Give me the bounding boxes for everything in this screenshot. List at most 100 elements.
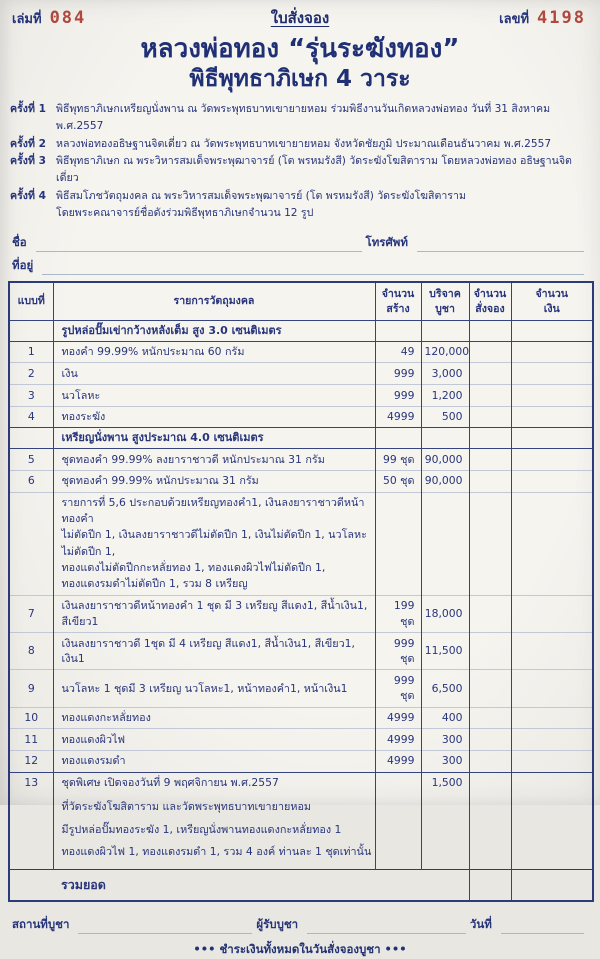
ceremony-text: พิธีพุทธาภิเษก ณ พระวิหารสมเด็จพระพุฒาจา… xyxy=(56,154,572,185)
cell-qty[interactable] xyxy=(468,340,511,363)
ceremony-label: ครั้งที่ 4 xyxy=(10,189,46,202)
cell-qty[interactable] xyxy=(468,427,511,450)
cell-amount[interactable] xyxy=(510,728,593,751)
phone-field[interactable] xyxy=(416,235,584,253)
cell-no xyxy=(9,491,53,596)
cell-desc: ทองแดงรมดำ xyxy=(52,749,375,772)
cell-amount[interactable] xyxy=(510,491,593,596)
cell-amount[interactable] xyxy=(510,632,593,670)
cell-amount[interactable] xyxy=(510,594,593,633)
cell-desc: นวโลหะ 1 ชุดมี 3 เหรียญ นวโลหะ1, หน้าทอง… xyxy=(52,669,375,708)
cell-made: 999 xyxy=(374,384,421,407)
cell-qty[interactable] xyxy=(468,771,511,870)
ceremony-text: หลวงพ่อทองอธิษฐานจิตเดี่ยว ณ วัดพระพุทธบ… xyxy=(56,137,552,150)
cell-desc: ทองระฆัง xyxy=(52,405,375,428)
address-label: ที่อยู่ xyxy=(12,258,34,273)
cell-amount[interactable] xyxy=(510,749,593,772)
cell-amount[interactable] xyxy=(510,362,593,385)
cell-no: 11 xyxy=(9,728,53,751)
cell-desc: ชุดทองคำ 99.99% ลงยาราชาวดี หนักประมาณ 3… xyxy=(52,448,375,471)
date-label: วันที่ xyxy=(469,916,492,931)
cell-amount[interactable] xyxy=(510,427,593,450)
cell-no: 4 xyxy=(9,405,53,428)
main-title: หลวงพ่อทอง “รุ่นระฆังทอง” พิธีพุทธาภิเษก… xyxy=(0,34,600,94)
cell-qty[interactable] xyxy=(468,469,511,493)
table-row: 9 นวโลหะ 1 ชุดมี 3 เหรียญ นวโลหะ1, หน้าทอ… xyxy=(9,669,593,708)
name-field[interactable] xyxy=(35,235,362,253)
footer-row: สถานที่บูชา ผู้รับบูชา วันที่ xyxy=(12,913,588,934)
cell-qty[interactable] xyxy=(468,319,511,342)
cell-qty[interactable] xyxy=(468,448,511,471)
book-number-value: 084 xyxy=(49,8,87,28)
table-row: 12 ทองแดงรมดำ 4999 300 xyxy=(9,749,593,772)
cell-amount[interactable] xyxy=(510,405,593,428)
ceremony-item-4: ครั้งที่ 4 พิธีสมโภชวัตถุมงคล ณ พระวิหาร… xyxy=(10,188,590,223)
cell-qty[interactable] xyxy=(468,706,511,729)
address-row: ที่อยู่ xyxy=(12,254,588,276)
cell-qty[interactable] xyxy=(468,491,511,596)
main-title-line1: หลวงพ่อทอง “รุ่นระฆังทอง” xyxy=(140,34,460,64)
cell-qty[interactable] xyxy=(468,362,511,385)
cell-amount[interactable] xyxy=(510,319,593,342)
cell-amount[interactable] xyxy=(510,469,593,493)
date-field[interactable] xyxy=(500,917,584,934)
ceremony-text: พิธีสมโภชวัตถุมงคล ณ พระวิหารสมเด็จพระพุ… xyxy=(56,188,590,223)
table-row: 3 นวโลหะ 999 1,200 xyxy=(9,384,593,407)
ceremony-label: ครั้งที่ 3 xyxy=(10,154,46,167)
cell-made: 4999 xyxy=(374,405,421,428)
address-field[interactable] xyxy=(42,258,584,276)
total-qty-cell[interactable] xyxy=(468,868,511,901)
cell-qty[interactable] xyxy=(468,405,511,428)
cell-qty[interactable] xyxy=(468,728,511,751)
table-row: 5 ชุดทองคำ 99.99% ลงยาราชาวดี หนักประมาณ … xyxy=(9,448,593,471)
serial-number-group: เลขที่ 4198 xyxy=(499,8,586,29)
ceremony-list: ครั้งที่ 1 พิธีพุทธาภิเษกเหรียญนั่งพาน ณ… xyxy=(10,101,590,223)
place-field[interactable] xyxy=(78,917,253,934)
cell-desc: ทองคำ 99.99% หนักประมาณ 60 กรัม xyxy=(52,340,375,363)
phone-label: โทรศัพท์ xyxy=(365,235,408,250)
special-row: 13 ชุดพิเศษ เปิดจองวันที่ 9 พฤศจิกายน พ.ศ… xyxy=(9,771,593,870)
cell-amount[interactable] xyxy=(510,340,593,363)
cell-price: 300 xyxy=(420,728,469,751)
cell-desc: ชุดพิเศษ เปิดจองวันที่ 9 พฤศจิกายน พ.ศ.2… xyxy=(52,771,375,870)
cell-price: 500 xyxy=(420,405,469,428)
ceremony-text-line2: โดยพระคณาจารย์ชื่อดังร่วมพิธีพุทธาภิเษกจ… xyxy=(56,206,314,219)
cell-no: 13 xyxy=(9,771,53,870)
cell-qty[interactable] xyxy=(468,594,511,633)
cell-desc: นวโลหะ xyxy=(52,384,375,407)
cell-amount[interactable] xyxy=(510,771,593,870)
book-number-label: เล่มที่ xyxy=(12,12,42,27)
receiver-field[interactable] xyxy=(307,917,466,934)
table-row: 4 ทองระฆัง 4999 500 xyxy=(9,405,593,428)
serial-number-value: 4198 xyxy=(537,8,586,28)
cell-price xyxy=(420,491,469,596)
cell-no: 1 xyxy=(9,340,53,363)
cell-made: 4999 xyxy=(374,706,421,729)
order-table-foot: รวมยอด xyxy=(9,868,593,901)
header-desc: รายการวัตถุมงคล xyxy=(52,282,375,321)
cell-made: 4999 xyxy=(374,728,421,751)
ceremony-item-1: ครั้งที่ 1 พิธีพุทธาภิเษกเหรียญนั่งพาน ณ… xyxy=(10,101,590,136)
cell-price: 90,000 xyxy=(420,469,469,493)
buyer-fields: ชื่อ โทรศัพท์ ที่อยู่ xyxy=(12,231,588,276)
cell-desc: ชุดทองคำ 99.99% หนักประมาณ 31 กรัม xyxy=(52,469,375,493)
cell-qty[interactable] xyxy=(468,669,511,708)
total-amount-cell[interactable] xyxy=(510,868,593,901)
header-no: แบบที่ xyxy=(9,282,53,321)
cell-price: 300 xyxy=(420,749,469,772)
cell-amount[interactable] xyxy=(510,448,593,471)
place-label: สถานที่บูชา xyxy=(12,916,70,931)
cell-qty[interactable] xyxy=(468,632,511,670)
cell-price: 3,000 xyxy=(420,362,469,385)
cell-amount[interactable] xyxy=(510,669,593,708)
cell-qty[interactable] xyxy=(468,749,511,772)
cell-qty[interactable] xyxy=(468,384,511,407)
ceremony-label: ครั้งที่ 1 xyxy=(10,102,46,115)
cell-made xyxy=(374,491,421,596)
cell-no: 8 xyxy=(9,632,53,670)
ceremony-item-2: ครั้งที่ 2 หลวงพ่อทองอธิษฐานจิตเดี่ยว ณ … xyxy=(10,136,590,153)
cell-amount[interactable] xyxy=(510,706,593,729)
cell-made xyxy=(374,319,421,342)
table-row: 10 ทองแดงกะหลั่ยทอง 4999 400 xyxy=(9,706,593,729)
cell-amount[interactable] xyxy=(510,384,593,407)
